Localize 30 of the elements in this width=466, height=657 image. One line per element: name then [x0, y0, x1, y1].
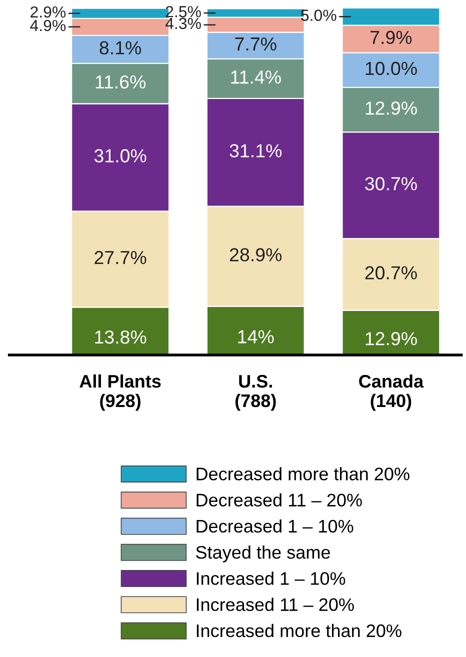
data-label: 31.0% — [94, 149, 146, 162]
data-label: 8.1% — [100, 41, 141, 54]
legend-label: Stayed the same — [196, 546, 330, 562]
data-label: 7.7% — [235, 37, 276, 51]
data-label: 13.8% — [95, 330, 146, 344]
x-tick-label: All Plants (928) — [80, 374, 161, 411]
data-label: 14% — [238, 330, 274, 344]
data-label: 4.3% — [165, 18, 201, 30]
legend-label: Decreased more than 20% — [196, 467, 410, 480]
legend-label: Increased 1 – 10% — [196, 572, 346, 585]
legend-label: Increased more than 20% — [196, 624, 402, 638]
data-label: 2.9% — [30, 6, 66, 18]
data-label: 12.9% — [366, 332, 417, 346]
x-tick-label: Canada (140) — [359, 374, 424, 411]
data-label: 31.1% — [230, 144, 282, 158]
data-label: 10.0% — [366, 62, 417, 76]
data-label: 7.9% — [370, 30, 412, 44]
legend-label: Increased 11 – 20% — [196, 598, 354, 612]
data-label: 28.9% — [230, 248, 282, 262]
data-label: 11.6% — [96, 75, 146, 89]
data-label: 11.4% — [231, 70, 281, 84]
data-label: 30.7% — [365, 177, 417, 190]
data-label: 5.0% — [301, 10, 336, 21]
x-tick-label: U.S. (788) — [235, 374, 276, 411]
data-label: 4.9% — [30, 20, 66, 32]
legend-label: Decreased 11 – 20% — [196, 493, 362, 507]
data-label: 27.7% — [94, 250, 146, 264]
data-label: 20.7% — [365, 266, 417, 280]
data-label: 12.9% — [366, 102, 417, 115]
legend-label: Decreased 1 – 10% — [196, 519, 354, 533]
